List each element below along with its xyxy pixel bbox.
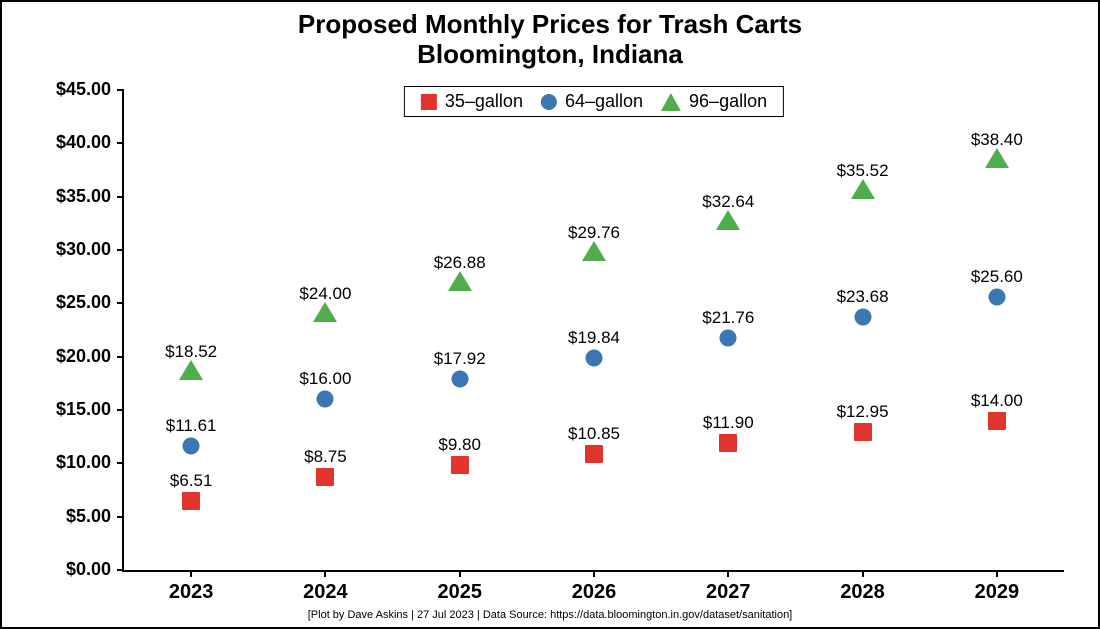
data-label: $38.40 [971,130,1023,150]
x-tick-label: 2024 [285,581,365,604]
data-point [313,302,337,322]
y-tick-label: $15.00 [21,399,111,420]
y-tick [117,89,124,91]
legend: 35–gallon 64–gallon 96–gallon [404,86,784,117]
y-tick [117,356,124,358]
data-point [988,412,1006,430]
data-label: $17.92 [434,349,486,369]
data-label: $11.90 [703,413,754,433]
y-tick-label: $35.00 [21,186,111,207]
x-tick [324,570,326,577]
y-tick [117,462,124,464]
y-tick [117,409,124,411]
data-label: $23.68 [837,287,889,307]
data-label: $8.75 [304,447,347,467]
x-tick [862,570,864,577]
y-tick [117,142,124,144]
y-tick-label: $30.00 [21,239,111,260]
data-point [179,360,203,380]
data-label: $10.85 [568,424,620,444]
x-tick [593,570,595,577]
x-tick-label: 2023 [151,581,231,604]
data-point [317,391,334,408]
data-point [586,350,603,367]
data-label: $16.00 [299,369,351,389]
y-tick-label: $0.00 [21,559,111,580]
data-label: $18.52 [165,342,217,362]
data-point [183,438,200,455]
x-tick-label: 2027 [688,581,768,604]
data-label: $32.64 [702,192,754,212]
legend-label: 64–gallon [565,91,643,112]
x-tick-label: 2025 [420,581,500,604]
data-point [854,423,872,441]
data-label: $21.76 [702,308,754,328]
legend-item: 96–gallon [661,91,767,112]
y-tick [117,516,124,518]
data-point [585,445,603,463]
legend-label: 96–gallon [689,91,767,112]
data-label: $26.88 [434,253,486,273]
data-point [720,329,737,346]
data-point [182,492,200,510]
y-tick-label: $20.00 [21,346,111,367]
x-tick [190,570,192,577]
data-point [451,370,468,387]
data-label: $12.95 [837,402,889,422]
data-label: $24.00 [299,284,351,304]
y-tick [117,196,124,198]
chart-caption: [Plot by Dave Askins | 27 Jul 2023 | Dat… [2,609,1098,621]
x-tick-label: 2029 [957,581,1037,604]
y-tick-label: $10.00 [21,452,111,473]
data-label: $9.80 [438,435,481,455]
y-tick-label: $5.00 [21,506,111,527]
x-tick-label: 2028 [823,581,903,604]
data-label: $19.84 [568,328,620,348]
data-label: $29.76 [568,223,620,243]
y-tick-label: $25.00 [21,292,111,313]
data-point [851,179,875,199]
data-label: $25.60 [971,267,1023,287]
data-point [719,434,737,452]
triangle-icon [661,93,681,111]
data-label: $14.00 [971,391,1023,411]
data-point [582,241,606,261]
circle-icon [541,94,557,110]
data-label: $6.51 [170,471,213,491]
chart-frame: Proposed Monthly Prices for Trash Carts … [0,0,1100,629]
x-tick [459,570,461,577]
square-icon [421,94,437,110]
y-tick [117,249,124,251]
y-tick-label: $40.00 [21,132,111,153]
data-point [716,210,740,230]
y-tick [117,569,124,571]
x-tick [727,570,729,577]
x-tick-label: 2026 [554,581,634,604]
chart-title: Proposed Monthly Prices for Trash Carts … [2,10,1098,70]
y-tick-label: $45.00 [21,79,111,100]
data-label: $35.52 [837,161,889,181]
data-point [451,456,469,474]
data-point [988,288,1005,305]
plot-area: 35–gallon64–gallon96–gallon $0.00$5.00$1… [122,90,1064,572]
legend-item: 64–gallon [541,91,643,112]
legend-item: 35–gallon [421,91,523,112]
data-point [448,271,472,291]
data-point [985,148,1009,168]
data-point [316,468,334,486]
data-label: $11.61 [166,416,217,436]
legend-label: 35–gallon [445,91,523,112]
data-point [854,309,871,326]
x-tick [996,570,998,577]
y-tick [117,302,124,304]
